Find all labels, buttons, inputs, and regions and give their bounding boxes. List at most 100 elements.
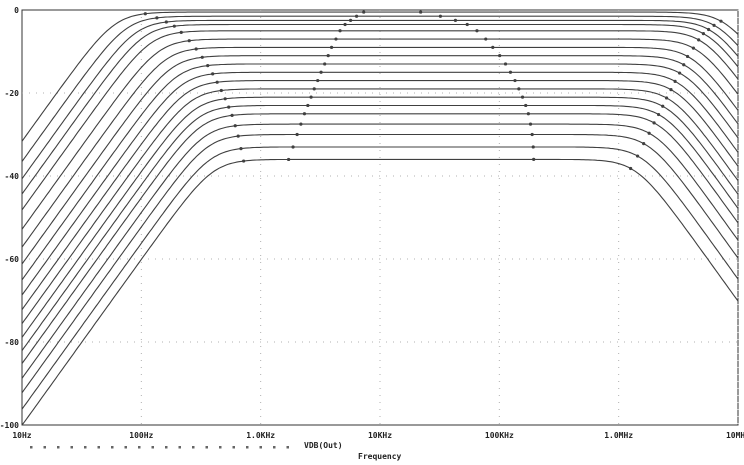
series-marker: [642, 141, 646, 146]
series-marker: [299, 122, 303, 126]
series-marker: [531, 145, 535, 149]
x-tick-labels: 10Hz100Hz1.0KHz10KHz100KHz1.0MHz10MHz100…: [12, 431, 744, 440]
series-marker: [323, 62, 327, 66]
x-tick-label: 10Hz: [12, 431, 31, 440]
series-marker: [223, 97, 227, 101]
series-marker: [419, 10, 423, 14]
series-marker: [348, 18, 353, 22]
series-line: [21, 15, 739, 162]
trace-expression-label: VDB(Out): [304, 441, 343, 450]
series-marker: [524, 103, 528, 108]
series-line: [21, 71, 739, 296]
series-marker: [329, 45, 334, 49]
series-layer: [21, 11, 739, 426]
legend-marker: [192, 446, 195, 449]
legend-marker: [84, 446, 87, 449]
y-tick-label: -60: [5, 255, 20, 264]
series-line: [21, 96, 739, 338]
legend-marker: [178, 446, 181, 449]
y-tick-label: -100: [0, 421, 19, 430]
series-marker: [484, 37, 488, 41]
series-marker: [526, 112, 530, 116]
series-marker: [438, 14, 443, 18]
series-line: [21, 38, 739, 230]
series-marker: [673, 79, 677, 83]
series-marker: [164, 20, 168, 24]
legend-marker: [57, 446, 60, 449]
series-marker: [697, 38, 701, 42]
series-line: [21, 88, 739, 325]
series-marker: [287, 157, 291, 162]
legend-marker: [124, 446, 127, 449]
series-marker: [508, 70, 513, 74]
series-line: [21, 133, 739, 394]
series-marker: [661, 104, 665, 108]
legend-marker: [30, 446, 33, 449]
series-line: [21, 11, 739, 142]
series-marker: [465, 22, 469, 27]
series-marker: [187, 39, 191, 43]
x-tick-label: 1.0MHz: [604, 431, 633, 440]
legend-marker: [97, 446, 100, 449]
series-marker: [677, 71, 682, 75]
series-marker: [691, 46, 696, 50]
series-line: [21, 46, 739, 248]
series-marker: [701, 32, 706, 36]
legend-marker: [138, 446, 141, 449]
y-tick-label: 0: [14, 6, 19, 15]
x-tick-label: 10KHz: [368, 431, 392, 440]
series-marker: [664, 96, 669, 100]
series-marker: [513, 78, 517, 83]
series-marker: [309, 95, 313, 99]
x-tick-label: 1.0KHz: [246, 431, 275, 440]
series-marker: [200, 55, 204, 59]
series-marker: [155, 16, 159, 20]
series-marker: [706, 27, 711, 32]
series-line: [21, 113, 739, 364]
series-marker: [343, 22, 347, 27]
series-line: [21, 23, 739, 195]
series-marker: [682, 63, 686, 67]
series-line: [21, 63, 739, 281]
legend-marker-row: [30, 446, 289, 449]
y-tick-label: -40: [5, 172, 20, 181]
legend-marker: [70, 446, 73, 449]
series-marker: [475, 29, 479, 33]
legend-marker: [259, 446, 262, 449]
series-marker: [291, 145, 295, 149]
series-marker: [143, 12, 147, 16]
series-marker: [236, 134, 240, 138]
series-line: [21, 30, 739, 211]
series-line: [21, 123, 739, 379]
series-marker: [172, 24, 176, 28]
series-marker: [669, 88, 673, 92]
point-markers: [143, 10, 723, 171]
series-line: [21, 80, 739, 311]
y-tick-labels: 0 -20 -40 -60 -80 -100: [0, 6, 19, 430]
series-marker: [215, 80, 219, 84]
series-marker: [338, 29, 342, 33]
x-axis-title: Frequency: [358, 452, 402, 461]
series-marker: [453, 18, 458, 22]
y-tick-label: -20: [5, 89, 20, 98]
series-line: [21, 104, 739, 352]
series-marker: [211, 72, 215, 76]
series-marker: [306, 103, 310, 108]
series-marker: [647, 131, 651, 135]
x-tick-label: 100KHz: [485, 431, 514, 440]
series-line: [21, 158, 739, 426]
series-marker: [233, 124, 237, 128]
series-marker: [242, 159, 246, 163]
series-marker: [194, 47, 198, 51]
series-marker: [227, 105, 231, 109]
series-marker: [520, 95, 525, 99]
series-marker: [239, 146, 243, 151]
series-marker: [719, 19, 723, 23]
series-marker: [312, 87, 316, 91]
series-marker: [334, 37, 338, 41]
series-marker: [319, 70, 323, 74]
legend-marker: [43, 446, 46, 449]
series-marker: [491, 45, 495, 49]
series-marker: [503, 62, 508, 66]
legend-marker: [273, 446, 276, 449]
